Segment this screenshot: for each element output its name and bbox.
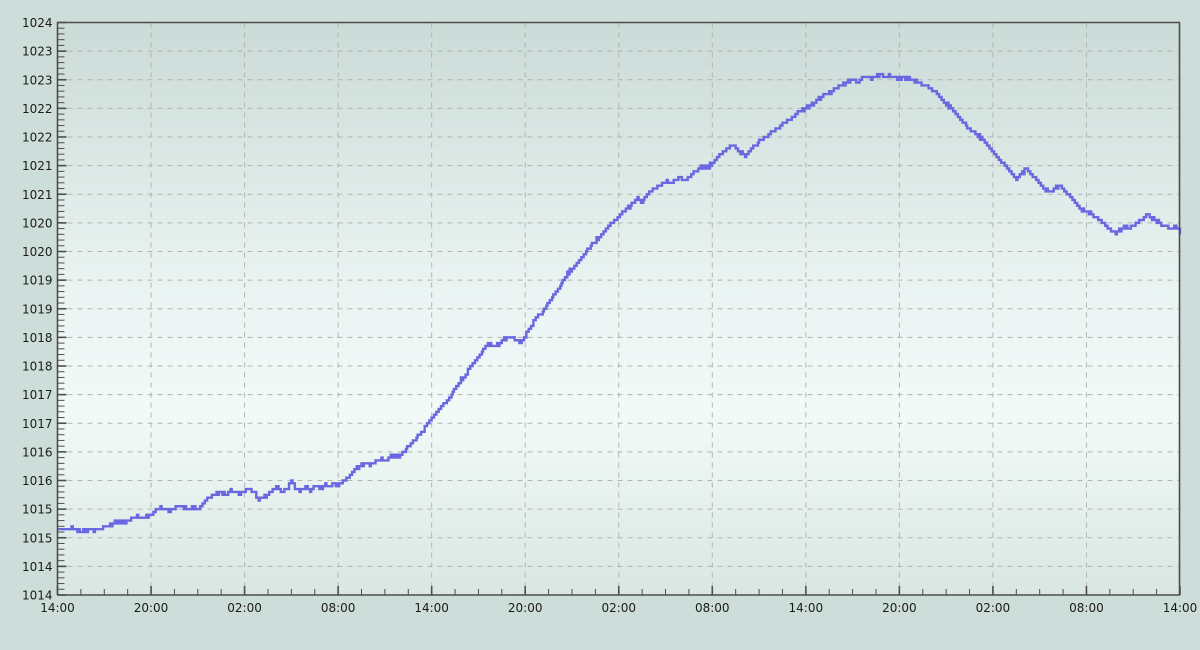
xtick-label: 20:00: [134, 601, 169, 615]
xtick-label: 08:00: [695, 601, 730, 615]
ytick-label: 1021: [22, 159, 53, 173]
ytick-label: 1022: [22, 131, 53, 145]
ytick-label: 1024: [22, 16, 53, 30]
xtick-label: 20:00: [508, 601, 543, 615]
ytick-label: 1016: [22, 445, 53, 459]
ytick-label: 1015: [22, 531, 53, 545]
ytick-label: 1014: [22, 589, 53, 603]
ytick-label: 1017: [22, 388, 53, 402]
ytick-label: 1023: [22, 45, 53, 59]
xtick-label: 14:00: [789, 601, 824, 615]
xtick-label: 02:00: [227, 601, 262, 615]
axis-labels-y: 1024 1023 1023 1022 1022 1021 1021 1020 1020 1019…: [22, 16, 53, 603]
ytick-label: 1019: [22, 302, 53, 316]
xtick-label: 02:00: [601, 601, 636, 615]
data-series-line: [57, 72, 1182, 534]
ytick-label: 1020: [22, 216, 53, 230]
ytick-label: 1014: [22, 560, 53, 574]
ytick-label: 1016: [22, 474, 53, 488]
axis-ticks-y: [57, 21, 67, 596]
ytick-label: 1021: [22, 188, 53, 202]
ytick-label: 1017: [22, 417, 53, 431]
xtick-label: 08:00: [321, 601, 356, 615]
ytick-label: 1020: [22, 245, 53, 259]
xtick-label: 20:00: [882, 601, 917, 615]
xtick-label: 08:00: [1069, 601, 1104, 615]
ytick-label: 1018: [22, 360, 53, 374]
axis-labels-x: 14:00 20:00 02:00 08:00 14:00 20:00 02:00 08:00…: [40, 601, 1197, 615]
xtick-label: 14:00: [40, 601, 75, 615]
ytick-label: 1015: [22, 503, 53, 517]
ytick-label: 1019: [22, 274, 53, 288]
ytick-label: 1023: [22, 73, 53, 87]
xtick-label: 14:00: [1163, 601, 1198, 615]
ytick-label: 1018: [22, 331, 53, 345]
grid-lines-y: [57, 50, 1180, 567]
ytick-label: 1022: [22, 102, 53, 116]
xtick-label: 02:00: [976, 601, 1011, 615]
xtick-label: 14:00: [414, 601, 449, 615]
